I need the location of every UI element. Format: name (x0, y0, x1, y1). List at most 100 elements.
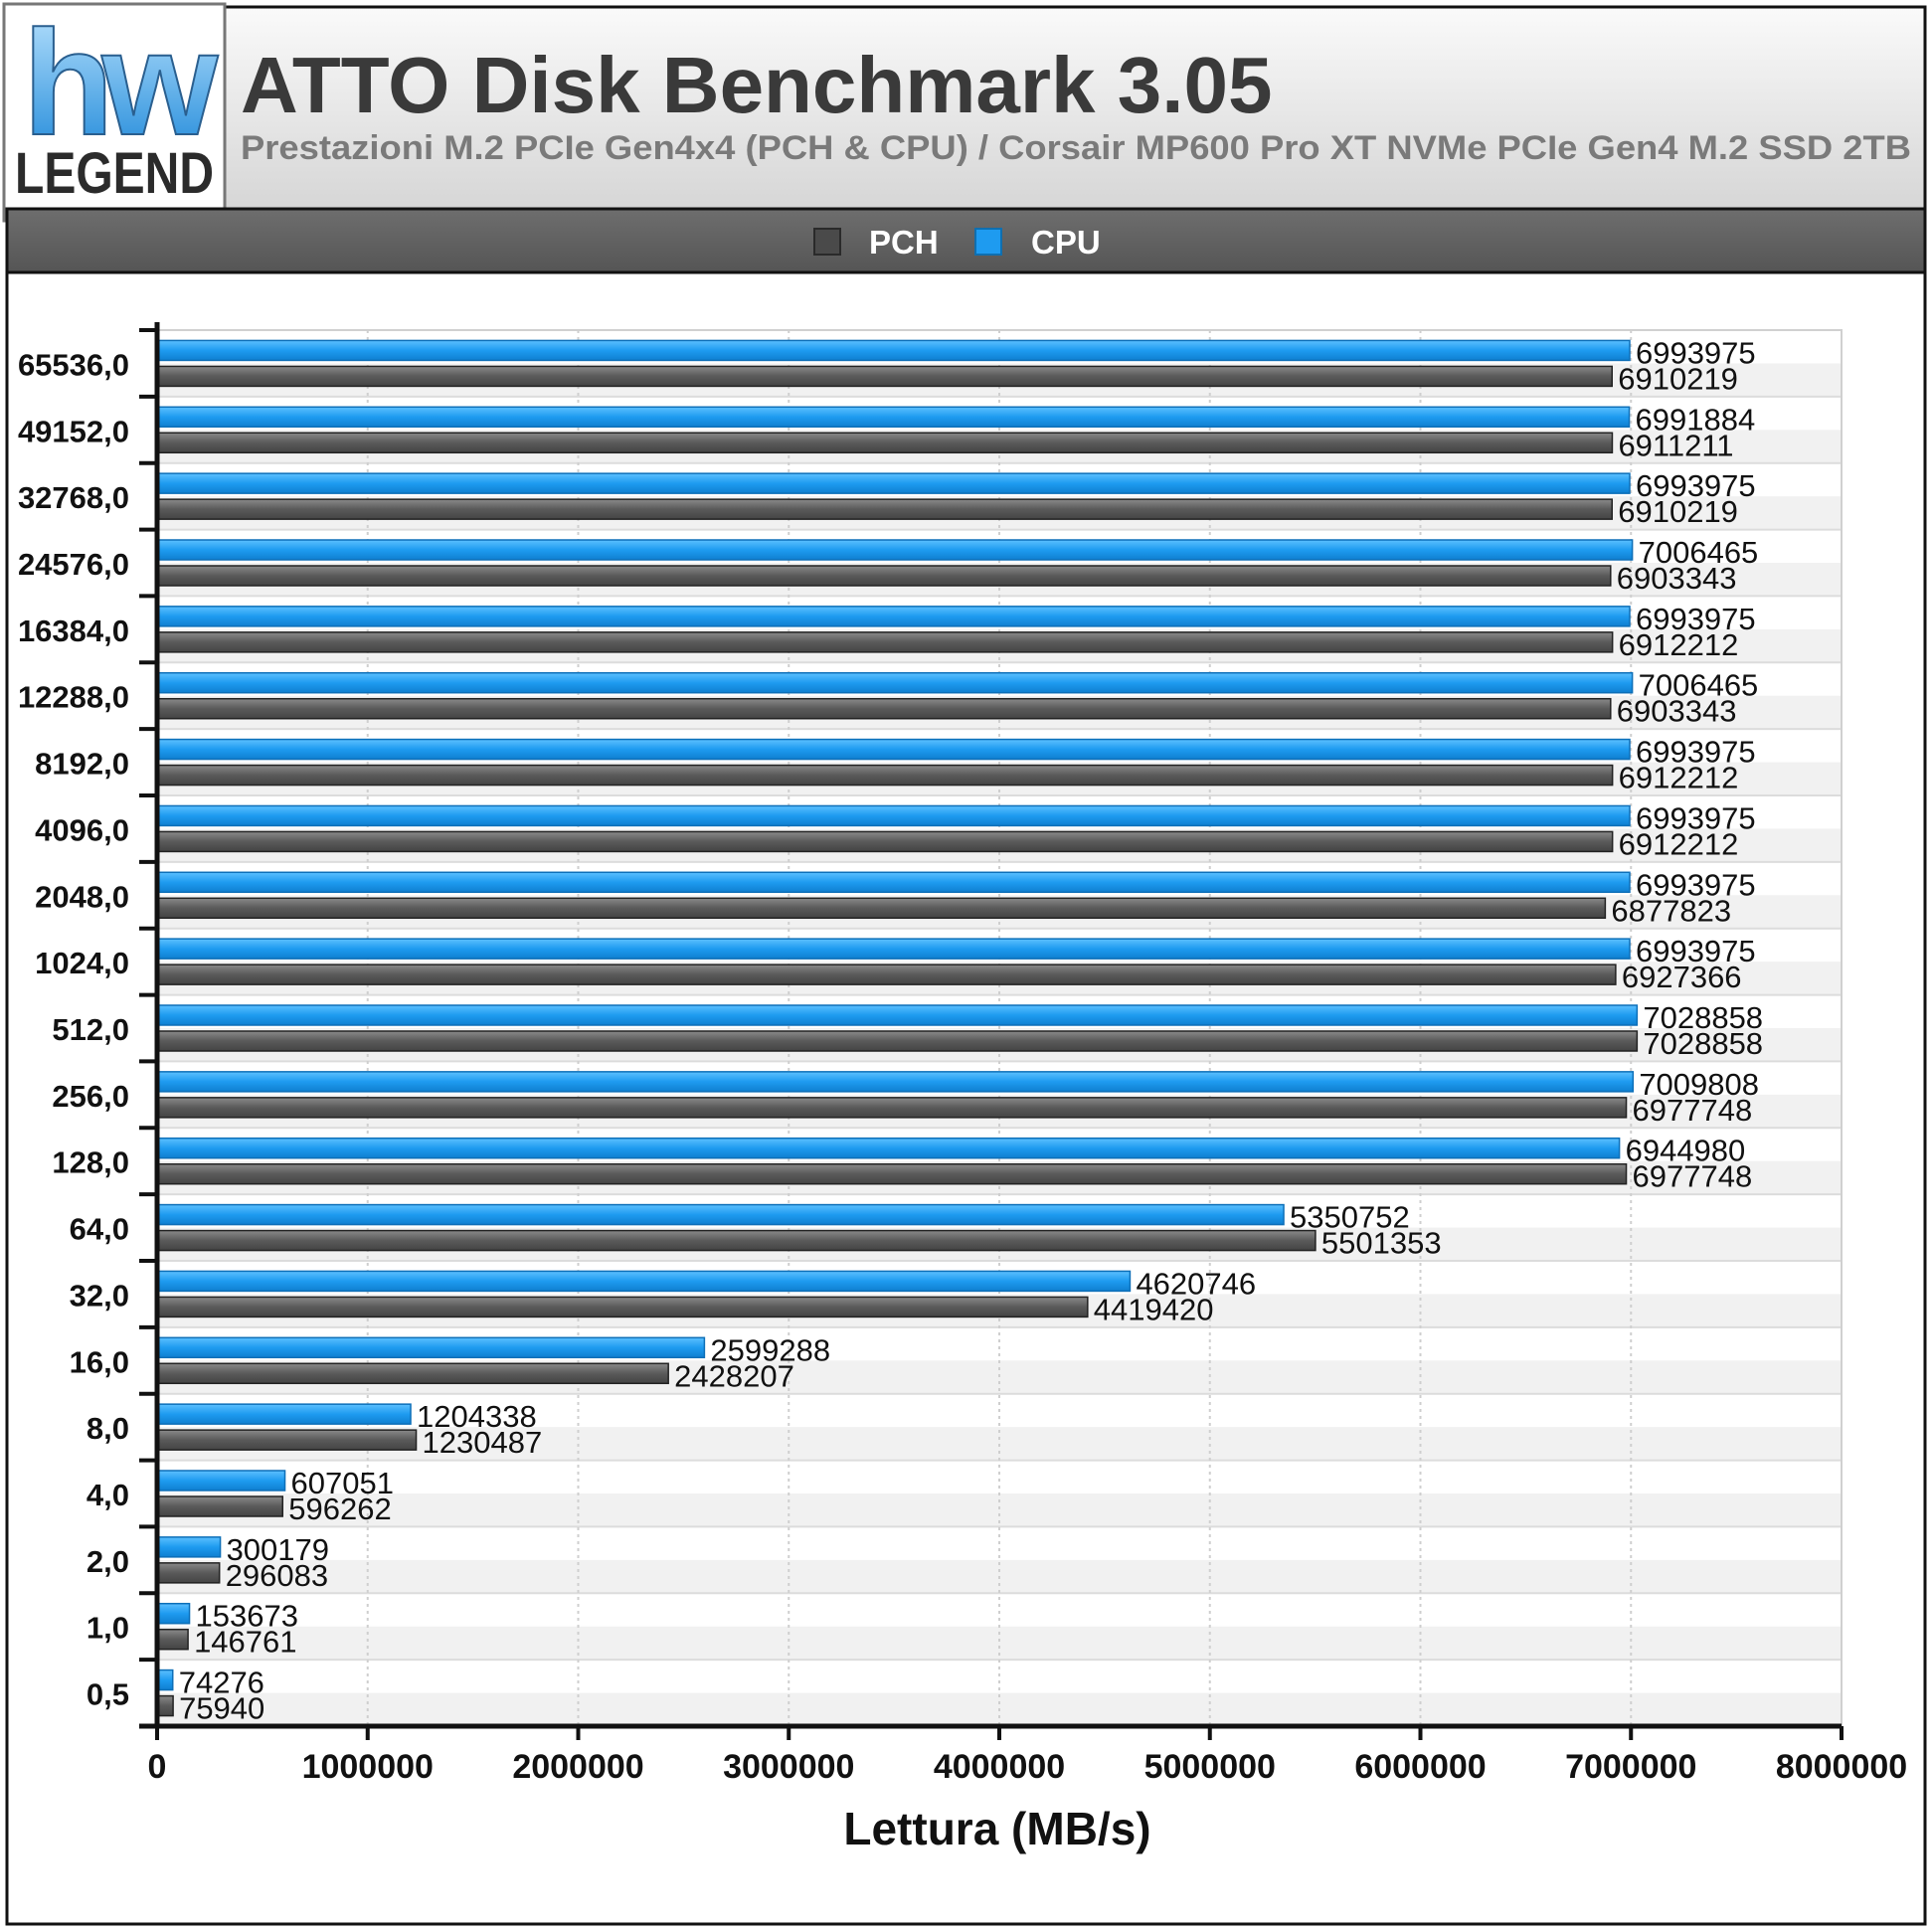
data-label-pch: 6912212 (1619, 826, 1739, 861)
data-label-cpu: 6991884 (1636, 402, 1756, 437)
bar-cpu (156, 1270, 1132, 1293)
y-tick-label: 4,0 (87, 1478, 129, 1512)
data-label-cpu: 6993975 (1636, 934, 1756, 968)
y-tick-label: 512,0 (52, 1012, 129, 1047)
bar-pch (156, 964, 1617, 985)
data-label-cpu: 607051 (291, 1466, 394, 1500)
data-label-cpu: 300179 (227, 1532, 329, 1567)
data-label-pch: 6910219 (1618, 494, 1738, 529)
bar-cpu (156, 804, 1631, 827)
bar-cpu (156, 339, 1631, 362)
data-label-pch: 6912212 (1619, 761, 1739, 795)
legend-bar (5, 207, 1927, 274)
bar-cpu (156, 671, 1634, 694)
legend-swatch-cpu (974, 228, 1002, 256)
bar-pch (156, 897, 1607, 920)
bar-pch (156, 1429, 418, 1451)
data-label-cpu: 6993975 (1636, 735, 1756, 770)
bar-pch (156, 697, 1612, 720)
data-label-pch: 4419420 (1094, 1292, 1214, 1326)
data-label-pch: 75940 (179, 1691, 264, 1726)
bar-cpu (156, 1536, 222, 1558)
y-tick-label: 256,0 (52, 1079, 129, 1114)
bar-pch (156, 432, 1614, 454)
x-tick-label: 5000000 (1144, 1748, 1276, 1786)
data-label-pch: 6910219 (1618, 361, 1738, 396)
data-label-pch: 7028858 (1643, 1026, 1763, 1061)
bar-pch (156, 565, 1612, 587)
y-tick-label: 12288,0 (18, 680, 129, 715)
bar-pch (156, 365, 1613, 388)
data-label-cpu: 6993975 (1636, 800, 1756, 835)
plot-area: 6993975691021965536,06991884691121149152… (18, 322, 1907, 1786)
legend-label-cpu: CPU (1031, 224, 1101, 261)
y-tick-label: 24576,0 (18, 547, 129, 582)
data-label-pch: 6977748 (1633, 1093, 1753, 1128)
chart-subtitle: Prestazioni M.2 PCIe Gen4x4 (PCH & CPU) … (241, 129, 1911, 167)
y-tick-label: 128,0 (52, 1145, 129, 1180)
bar-cpu (156, 1203, 1285, 1226)
bar-cpu (156, 1071, 1635, 1093)
x-tick-label: 2000000 (512, 1748, 643, 1786)
bar-pch (156, 830, 1614, 853)
data-label-cpu: 6993975 (1636, 335, 1756, 370)
bar-pch (156, 1296, 1089, 1318)
legend-label-pch: PCH (869, 224, 939, 261)
data-label-cpu: 1204338 (417, 1399, 537, 1434)
bar-pch (156, 1162, 1628, 1185)
data-label-cpu: 7006465 (1639, 668, 1759, 703)
logo: hw LEGEND (2, 0, 231, 223)
bar-pch (156, 1097, 1628, 1119)
y-tick-label: 8,0 (87, 1411, 129, 1446)
header: hw LEGEND ATTO Disk Benchmark 3.05 Prest… (2, 0, 1927, 223)
y-tick-label: 32,0 (70, 1278, 129, 1313)
bar-pch (156, 1495, 284, 1517)
data-label-pch: 1230487 (423, 1425, 543, 1460)
data-label-pch: 2428207 (674, 1358, 794, 1393)
data-label-pch: 6927366 (1622, 960, 1742, 994)
data-label-pch: 596262 (288, 1492, 391, 1526)
header-background (5, 5, 1927, 211)
x-tick-label: 0 (148, 1748, 167, 1786)
y-tick-label: 4096,0 (35, 812, 129, 847)
data-label-cpu: 7006465 (1639, 535, 1759, 570)
data-label-pch: 146761 (194, 1625, 296, 1660)
data-label-pch: 296083 (226, 1558, 328, 1593)
bar-pch (156, 1030, 1639, 1052)
data-label-cpu: 153673 (196, 1599, 298, 1634)
data-label-cpu: 5350752 (1290, 1200, 1410, 1235)
legend: PCH CPU (5, 207, 1927, 274)
x-tick-label: 7000000 (1565, 1748, 1696, 1786)
bar-pch (156, 1628, 189, 1651)
bar-cpu (156, 738, 1631, 761)
logo-top-text: hw (23, 0, 219, 166)
data-label-pch: 5501353 (1321, 1226, 1442, 1261)
y-tick-label: 32768,0 (18, 480, 129, 515)
data-label-pch: 6977748 (1633, 1159, 1753, 1194)
data-label-cpu: 2599288 (710, 1332, 830, 1367)
data-label-pch: 6911211 (1618, 428, 1733, 462)
bar-cpu (156, 406, 1631, 429)
bar-cpu (156, 1004, 1639, 1026)
bar-cpu (156, 871, 1631, 894)
y-tick-label: 65536,0 (18, 347, 129, 382)
data-label-cpu: 4620746 (1136, 1266, 1256, 1301)
x-tick-label: 6000000 (1354, 1748, 1486, 1786)
y-tick-label: 64,0 (70, 1212, 129, 1247)
x-tick-label: 1000000 (302, 1748, 434, 1786)
bar-cpu (156, 1137, 1621, 1159)
x-tick-label: 3000000 (723, 1748, 854, 1786)
data-label-pch: 6912212 (1619, 627, 1739, 662)
y-tick-label: 16384,0 (18, 614, 129, 648)
y-tick-label: 0,5 (87, 1677, 129, 1712)
y-tick-label: 16,0 (70, 1344, 129, 1379)
y-tick-label: 2048,0 (35, 879, 129, 914)
y-tick-label: 1,0 (87, 1611, 129, 1646)
y-tick-label: 1024,0 (35, 946, 129, 980)
bar-pch (156, 631, 1614, 653)
bar-cpu (156, 472, 1631, 494)
y-tick-label: 8192,0 (35, 747, 129, 782)
bar-pch (156, 1229, 1317, 1252)
bar-pch (156, 764, 1614, 787)
